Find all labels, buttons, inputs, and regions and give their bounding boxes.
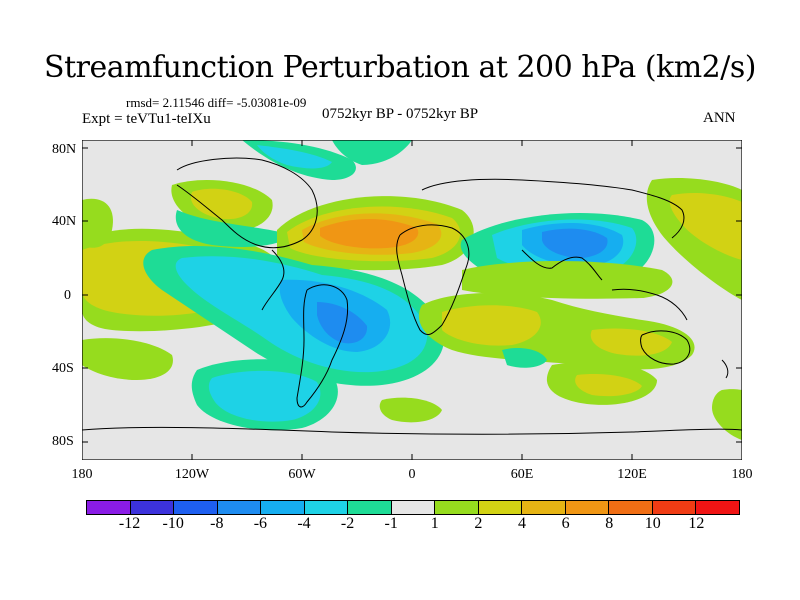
lat-label-40s: 40S [52,361,74,376]
plot-title: Streamfunction Perturbation at 200 hPa (… [44,50,756,85]
colorbar-label: -10 [162,515,184,532]
lon-label-120w: 120W [174,467,210,482]
lon-label-180w: 180 [71,467,93,482]
colorbar-swatch-7 [390,501,435,514]
colorbar [86,500,740,515]
colorbar-swatch-4 [260,501,304,514]
lat-label-40n: 40N [52,214,77,229]
lon-label-0: 0 [408,467,416,482]
colorbar-label: -1 [384,515,398,532]
colorbar-swatch-13 [651,501,696,514]
colorbar-label: -2 [340,515,355,532]
colorbar-label: 1 [430,515,439,532]
colorbar-swatch-2 [173,501,217,514]
colorbar-swatch-10 [521,501,565,514]
colorbar-label: -12 [118,515,141,532]
colorbar-swatch-0 [87,501,130,514]
colorbar-label: 8 [605,515,614,532]
colorbar-label: 4 [518,515,526,532]
colorbar-label: -4 [297,515,311,532]
colorbar-swatch-3 [216,501,261,514]
contour-west-pacific-high [646,178,742,300]
lon-label-60e: 60E [510,467,534,482]
contour-southern-ocean-highs [379,361,742,440]
colorbar-label: 6 [561,515,570,532]
colorbar-swatch-8 [434,501,478,514]
colorbar-swatch-9 [477,501,522,514]
contour-map [82,140,742,460]
contour-south-atlantic-low [143,245,445,386]
colorbar-swatch-12 [608,501,652,514]
lat-label-80n: 80N [52,142,77,157]
coastlines [82,157,742,435]
colorbar-swatch-5 [303,501,348,514]
stats-label: rmsd= 2.11546 diff= -5.03081e-09 [126,95,307,110]
colorbar-label: 2 [474,515,483,532]
colorbar-swatch-14 [695,501,739,514]
colorbar-swatch-1 [129,501,174,514]
contour-south-pacific-low [82,338,338,431]
lat-label-0: 0 [64,288,71,303]
colorbar-label: -8 [210,515,224,532]
map-ticks [82,140,742,460]
lat-label-80s: 80S [52,434,74,449]
contour-south-indian-low [502,348,547,368]
contour-indian-ocean-high [418,293,695,370]
contour-north-atlantic-high [277,196,474,271]
colorbar-label: 10 [644,515,661,532]
lon-label-120e: 120E [617,467,647,482]
lon-label-180e: 180 [731,467,753,482]
colorbar-label: 12 [688,515,705,532]
lon-label-60w: 60W [288,467,316,482]
colorbar-swatch-11 [564,501,609,514]
season-label: ANN [703,110,736,126]
contour-north-pacific [82,180,273,248]
period-label: 0752kyr BP - 0752kyr BP [322,106,479,122]
colorbar-label: -6 [253,515,268,532]
experiment-label: Expt = teVTu1-teIXu [82,111,211,127]
colorbar-swatch-6 [347,501,391,514]
contour-north-america-low [175,140,412,247]
